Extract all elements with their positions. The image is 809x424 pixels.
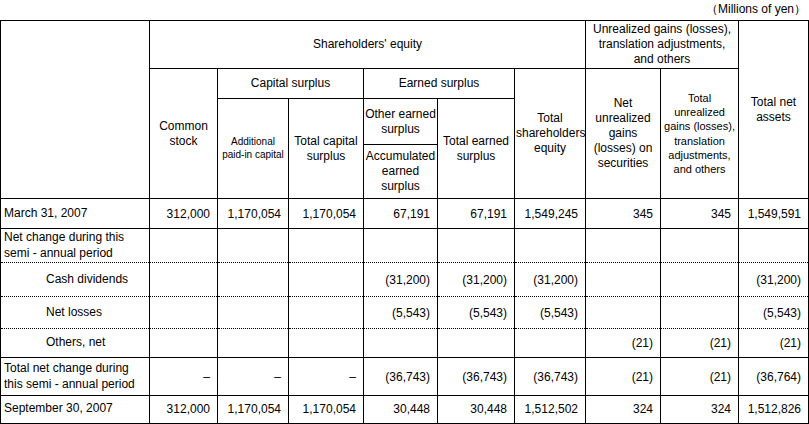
cell-accumulated-earned-surplus	[364, 229, 438, 263]
cell-additional-paid-in-capital	[218, 329, 289, 358]
header-accumulated-earned-surplus: Accumulated earned surplus	[364, 145, 438, 199]
header-net-unrealized-gains: Net unrealized gains (losses) on securit…	[586, 69, 661, 199]
cell-total-earned-surplus: 67,191	[438, 199, 515, 229]
cell-total-shareholders-equity: (5,543)	[515, 297, 586, 329]
cell-additional-paid-in-capital: 1,170,054	[218, 396, 289, 424]
cell-additional-paid-in-capital	[218, 263, 289, 297]
row-label: Net losses	[1, 297, 150, 329]
cell-total-earned-surplus: (31,200)	[438, 263, 515, 297]
header-additional-paid-in-capital: Additional paid-in capital	[218, 99, 289, 199]
header-other-earned-surplus: Other earned surplus	[364, 99, 438, 145]
cell-total-earned-surplus	[438, 329, 515, 358]
header-total-unrealized-gains: Total unrealized gains (losses), transla…	[661, 69, 739, 199]
cell-total-shareholders-equity: (31,200)	[515, 263, 586, 297]
cell-common-stock: 312,000	[150, 396, 218, 424]
cell-total-unrealized-gains: (21)	[661, 329, 739, 358]
cell-total-unrealized-gains	[661, 297, 739, 329]
cell-net-unrealized-gains: 345	[586, 199, 661, 229]
header-unrealized-group: Unrealized gains (losses), translation a…	[586, 21, 739, 69]
row-label: September 30, 2007	[1, 396, 150, 424]
cell-total-earned-surplus: (36,743)	[438, 358, 515, 396]
cell-common-stock	[150, 263, 218, 297]
table-row-others-net: Others, net (21) (21) (21)	[1, 329, 809, 358]
cell-total-capital-surplus: 1,170,054	[289, 396, 364, 424]
cell-total-unrealized-gains: 324	[661, 396, 739, 424]
cell-total-capital-surplus	[289, 263, 364, 297]
cell-total-capital-surplus	[289, 329, 364, 358]
cell-accumulated-earned-surplus: 30,448	[364, 396, 438, 424]
cell-common-stock: –	[150, 358, 218, 396]
cell-net-unrealized-gains: (21)	[586, 358, 661, 396]
cell-accumulated-earned-surplus: (31,200)	[364, 263, 438, 297]
cell-total-net-assets: 1,512,826	[739, 396, 809, 424]
cell-net-unrealized-gains	[586, 297, 661, 329]
cell-common-stock	[150, 297, 218, 329]
cell-total-net-assets: 1,549,591	[739, 199, 809, 229]
cell-net-unrealized-gains	[586, 229, 661, 263]
table-row-net-losses: Net losses (5,543) (5,543) (5,543) (5,54…	[1, 297, 809, 329]
cell-additional-paid-in-capital: 1,170,054	[218, 199, 289, 229]
table-row-september-30-2007: September 30, 2007 312,000 1,170,054 1,1…	[1, 396, 809, 424]
cell-total-net-assets	[739, 229, 809, 263]
cell-net-unrealized-gains: 324	[586, 396, 661, 424]
cell-total-unrealized-gains: 345	[661, 199, 739, 229]
cell-total-shareholders-equity: (36,743)	[515, 358, 586, 396]
cell-additional-paid-in-capital	[218, 229, 289, 263]
header-total-capital-surplus: Total capital surplus	[289, 99, 364, 199]
cell-total-shareholders-equity	[515, 229, 586, 263]
header-shareholders-equity: Shareholders' equity	[150, 21, 586, 69]
row-label: Cash dividends	[1, 263, 150, 297]
table-row-cash-dividends: Cash dividends (31,200) (31,200) (31,200…	[1, 263, 809, 297]
cell-total-unrealized-gains	[661, 229, 739, 263]
cell-total-capital-surplus: –	[289, 358, 364, 396]
table-row-march-31-2007: March 31, 2007 312,000 1,170,054 1,170,0…	[1, 199, 809, 229]
header-tier-1: Shareholders' equity Unrealized gains (l…	[1, 21, 809, 69]
cell-total-shareholders-equity	[515, 329, 586, 358]
cell-net-unrealized-gains	[586, 263, 661, 297]
equity-statement-table: Shareholders' equity Unrealized gains (l…	[0, 20, 809, 424]
cell-accumulated-earned-surplus: (36,743)	[364, 358, 438, 396]
cell-total-net-assets: (5,543)	[739, 297, 809, 329]
cell-common-stock	[150, 229, 218, 263]
cell-total-unrealized-gains	[661, 263, 739, 297]
row-label: March 31, 2007	[1, 199, 150, 229]
table-row-total-net-change: Total net change during this semi - annu…	[1, 358, 809, 396]
header-row-label-blank	[1, 21, 150, 199]
row-label: Net change during this semi - annual per…	[1, 229, 150, 263]
cell-total-capital-surplus	[289, 297, 364, 329]
cell-common-stock	[150, 329, 218, 358]
cell-total-earned-surplus: (5,543)	[438, 297, 515, 329]
units-note: （Millions of yen）	[706, 1, 806, 18]
header-capital-surplus: Capital surplus	[218, 69, 364, 99]
cell-accumulated-earned-surplus: (5,543)	[364, 297, 438, 329]
cell-additional-paid-in-capital: –	[218, 358, 289, 396]
cell-total-net-assets: (31,200)	[739, 263, 809, 297]
cell-total-capital-surplus: 1,170,054	[289, 199, 364, 229]
header-common-stock: Common stock	[150, 69, 218, 199]
header-earned-surplus: Earned surplus	[364, 69, 515, 99]
cell-accumulated-earned-surplus	[364, 329, 438, 358]
cell-total-earned-surplus	[438, 229, 515, 263]
cell-total-earned-surplus: 30,448	[438, 396, 515, 424]
header-total-earned-surplus: Total earned surplus	[438, 99, 515, 199]
cell-accumulated-earned-surplus: 67,191	[364, 199, 438, 229]
header-total-shareholders-equity: Total shareholders' equity	[515, 69, 586, 199]
cell-total-net-assets: (36,764)	[739, 358, 809, 396]
cell-total-shareholders-equity: 1,512,502	[515, 396, 586, 424]
cell-total-unrealized-gains: (21)	[661, 358, 739, 396]
cell-total-shareholders-equity: 1,549,245	[515, 199, 586, 229]
row-label: Total net change during this semi - annu…	[1, 358, 150, 396]
cell-common-stock: 312,000	[150, 199, 218, 229]
cell-net-unrealized-gains: (21)	[586, 329, 661, 358]
header-total-net-assets: Total net assets	[739, 21, 809, 199]
cell-total-capital-surplus	[289, 229, 364, 263]
table-row-net-change-group: Net change during this semi - annual per…	[1, 229, 809, 263]
row-label: Others, net	[1, 329, 150, 358]
cell-total-net-assets: (21)	[739, 329, 809, 358]
cell-additional-paid-in-capital	[218, 297, 289, 329]
